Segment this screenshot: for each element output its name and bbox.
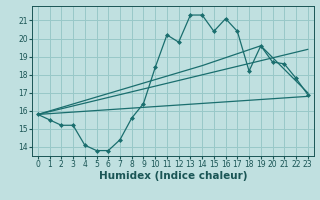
X-axis label: Humidex (Indice chaleur): Humidex (Indice chaleur) [99, 171, 247, 181]
